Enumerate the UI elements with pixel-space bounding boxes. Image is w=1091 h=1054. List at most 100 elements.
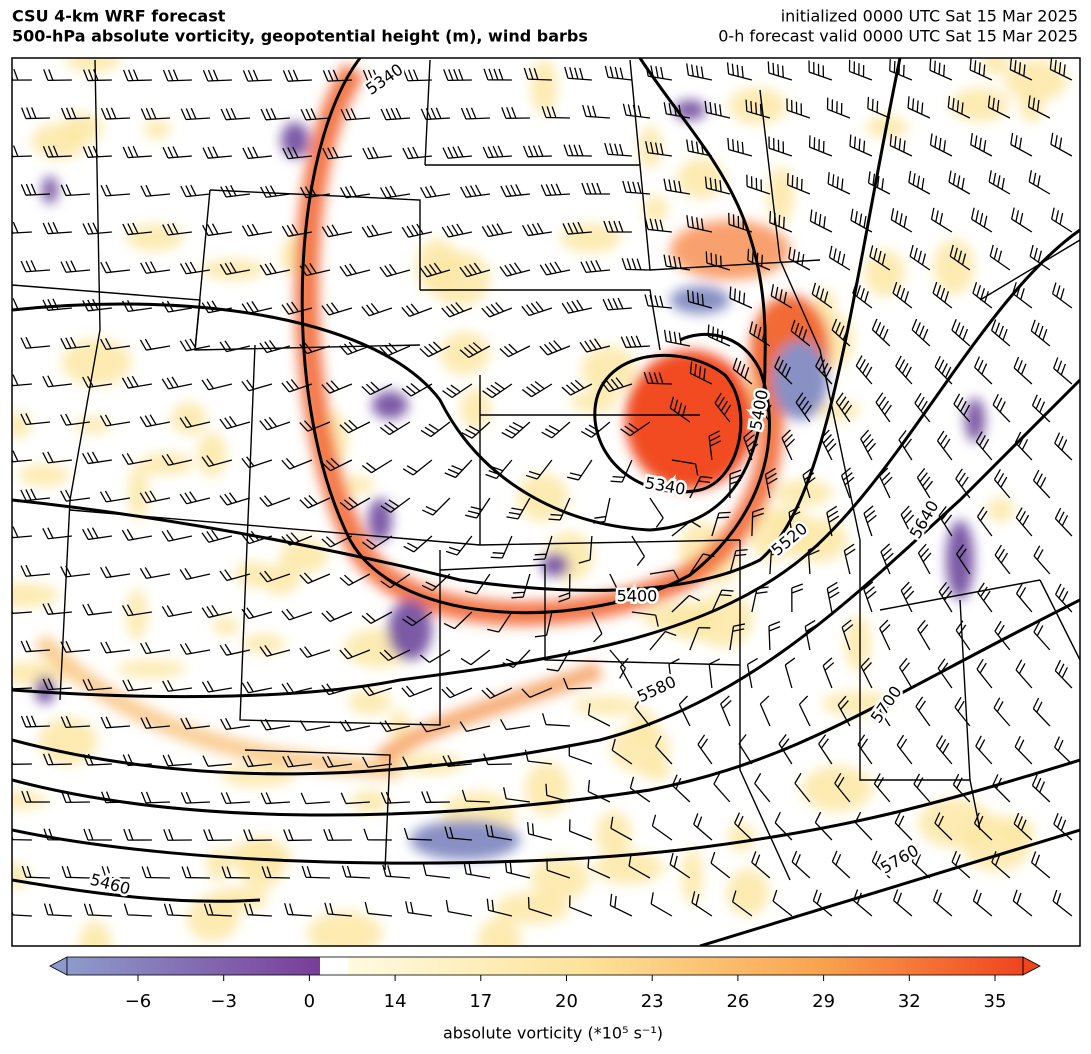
wind-barb <box>977 582 993 613</box>
wind-barb <box>540 183 570 197</box>
wind-barb <box>281 379 313 393</box>
wind-barb <box>422 497 451 516</box>
wind-barb <box>729 623 746 651</box>
wind-barb <box>482 381 513 399</box>
wind-barb <box>241 456 273 469</box>
wind-barb <box>930 207 953 233</box>
wind-barb <box>42 145 72 158</box>
wind-barb <box>867 171 891 195</box>
wind-barb <box>12 221 32 234</box>
wind-barb <box>705 251 731 271</box>
wind-barb <box>220 792 250 805</box>
wind-barb <box>745 99 771 119</box>
wind-barb <box>1013 356 1033 385</box>
wind-barb <box>1054 432 1073 461</box>
wind-barb <box>863 505 877 537</box>
wind-barb <box>826 505 840 537</box>
vort-patch <box>38 717 98 765</box>
wind-barb <box>20 183 50 196</box>
wind-barb <box>202 69 232 82</box>
height-contour <box>12 758 1080 865</box>
wind-barb <box>561 299 593 314</box>
wind-barb <box>751 507 765 537</box>
wind-barb <box>731 890 753 917</box>
colorbar-tick-label: 23 <box>641 991 664 1012</box>
wind-barb <box>139 567 171 580</box>
wind-barb <box>972 281 993 309</box>
wind-barb <box>501 107 530 119</box>
wind-barb <box>220 185 250 198</box>
wind-barb <box>788 246 811 271</box>
wind-barb <box>704 100 731 119</box>
wind-barb <box>890 208 913 233</box>
wind-barb <box>909 244 931 271</box>
wind-barb <box>541 106 570 119</box>
wind-barb <box>993 697 1011 727</box>
wind-barb <box>860 429 877 461</box>
wind-barb <box>60 107 90 120</box>
wind-barb <box>1033 621 1051 651</box>
wind-barb <box>604 142 632 157</box>
wind-barb <box>879 619 891 651</box>
wind-barb <box>321 302 353 316</box>
wind-barb <box>322 146 352 160</box>
vort-patch <box>12 661 71 686</box>
wind-barb <box>567 459 593 481</box>
wind-barb <box>955 620 971 651</box>
wind-barb <box>772 889 793 917</box>
wind-barb <box>875 392 892 423</box>
wind-barb <box>548 497 571 521</box>
colorbar-tick-label: 29 <box>812 991 835 1012</box>
wind-barb <box>873 773 891 803</box>
state-lines <box>12 59 1080 881</box>
vort-patch <box>65 58 121 73</box>
wind-barb <box>644 294 672 309</box>
wind-barb <box>1052 889 1073 917</box>
wind-barb <box>282 69 312 82</box>
wind-barb <box>21 790 50 803</box>
wind-barb <box>579 338 611 353</box>
wind-barb <box>561 379 593 396</box>
wind-barb <box>867 96 891 119</box>
wind-barb <box>463 862 491 879</box>
wind-barb <box>622 180 650 195</box>
wind-barb <box>631 611 659 627</box>
wind-barb <box>708 658 721 689</box>
wind-barb <box>564 66 592 81</box>
wind-barb <box>202 146 232 159</box>
wind-barb <box>139 338 171 351</box>
wind-barb <box>281 301 313 315</box>
title: CSU 4-km WRF forecast <box>12 7 226 26</box>
wind-barb <box>284 903 312 917</box>
wind-barb <box>340 792 370 805</box>
wind-barb <box>951 850 971 879</box>
colorbar-label: absolute vorticity (*10⁵ s⁻¹) <box>443 1024 663 1043</box>
vort-neg <box>42 176 58 204</box>
vort-patch <box>998 817 1035 843</box>
wind-barb <box>443 611 473 630</box>
wind-barb <box>341 865 370 879</box>
wind-barb <box>460 649 491 666</box>
wind-barb <box>898 430 913 461</box>
wind-barb <box>521 381 553 398</box>
wind-barb <box>621 258 650 271</box>
wind-barb <box>123 903 152 917</box>
wind-barb <box>900 505 915 537</box>
wind-barb <box>880 543 894 575</box>
wind-barb <box>728 212 753 233</box>
wind-barb <box>219 262 251 275</box>
wind-barb <box>525 459 553 480</box>
wind-barb <box>324 902 352 917</box>
vort-patch <box>494 892 570 924</box>
wind-barb <box>485 824 512 841</box>
wind-barb <box>834 773 851 803</box>
wind-barb <box>1031 394 1051 423</box>
wind-barb <box>219 415 251 430</box>
wind-barb <box>419 185 450 199</box>
wind-barb <box>12 68 32 81</box>
state-line <box>979 239 1080 301</box>
wind-barb <box>989 244 1011 271</box>
valid-time: 0-h forecast valid 0000 UTC Sat 15 Mar 2… <box>718 27 1078 46</box>
wind-barb <box>843 543 856 575</box>
wind-barb <box>759 695 771 727</box>
